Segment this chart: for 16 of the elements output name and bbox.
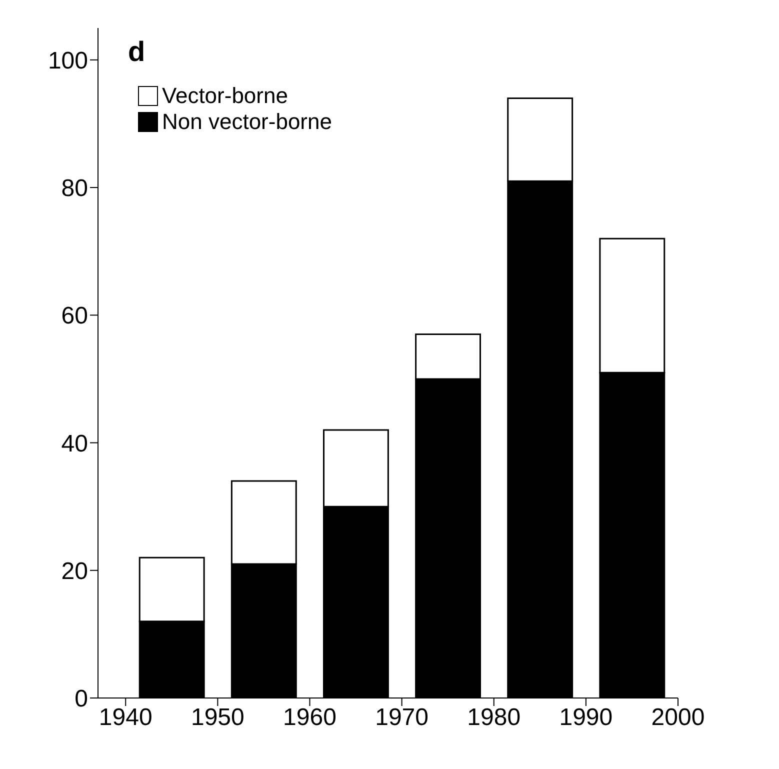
x-tick-label: 1980 — [467, 704, 521, 732]
y-tick-label: 0 — [74, 686, 88, 713]
x-tick-label: 2000 — [651, 704, 705, 732]
y-tick-label: 100 — [48, 47, 88, 74]
x-tick-label: 1970 — [375, 704, 429, 732]
legend-label: Non vector-borne — [162, 109, 332, 135]
chart-title: d — [128, 36, 146, 68]
x-tick-label: 1940 — [98, 704, 152, 732]
y-tick-label: 40 — [61, 430, 88, 458]
y-tick-label: 20 — [61, 558, 88, 585]
y-tick-label: 60 — [61, 302, 88, 330]
x-tick-label: 1990 — [559, 704, 613, 732]
legend-label: Vector-borne — [162, 83, 288, 109]
y-tick-label: 80 — [61, 175, 88, 202]
x-tick-label: 1960 — [283, 704, 336, 732]
x-tick-label: 1950 — [190, 704, 244, 732]
